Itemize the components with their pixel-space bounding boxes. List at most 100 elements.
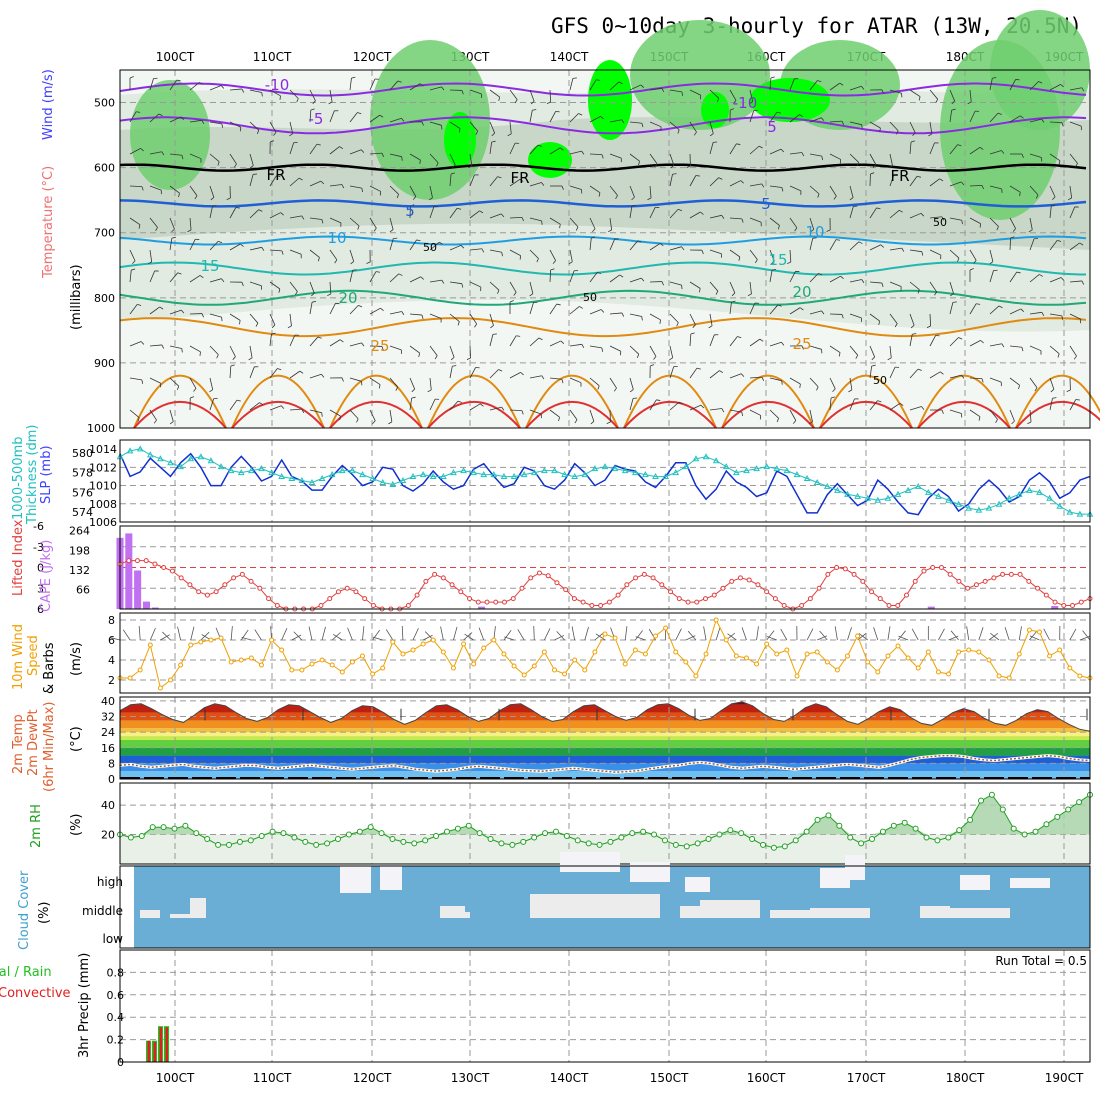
rh2m-marker	[236, 838, 243, 845]
wind-barb-flag	[468, 165, 473, 169]
wind-barb	[478, 627, 485, 641]
wind-barb-flag	[378, 384, 381, 389]
wind-barb	[129, 217, 141, 226]
wind-barb	[549, 89, 552, 103]
wind-barb-flag	[436, 162, 439, 167]
wind-barb	[756, 626, 759, 641]
wind-barb-flag	[457, 321, 460, 326]
wind-barb-flag	[561, 185, 564, 190]
rh2m-marker	[389, 835, 396, 842]
wind-barb	[149, 78, 154, 91]
wind-barb-flag	[218, 240, 223, 244]
li-marker	[921, 568, 927, 574]
li-marker	[956, 578, 962, 584]
li-marker	[834, 565, 840, 570]
x-tick-bottom: 120CT	[353, 1071, 392, 1085]
wind-barb	[909, 212, 922, 219]
wind-barb	[389, 409, 393, 422]
wind-barb-flag	[513, 292, 517, 296]
li-marker	[335, 589, 341, 595]
wind-barb-flag	[441, 86, 445, 91]
contour-label: 10	[327, 229, 346, 247]
cloud-middle	[770, 910, 810, 918]
contour-label: 15	[200, 257, 219, 275]
wind-barb-flag	[181, 309, 185, 314]
wind-barb-flag	[879, 127, 881, 133]
wind-barb-flag	[536, 258, 539, 263]
wind-barb-flag	[995, 419, 998, 423]
thickness-marker	[450, 469, 457, 476]
wind-barb-flag	[607, 229, 612, 233]
wind-ytick: 2	[108, 674, 115, 687]
wind-barb-flag	[356, 418, 359, 423]
wind-barb	[440, 626, 444, 641]
thickness-marker	[1056, 502, 1064, 509]
wind-barb	[449, 345, 455, 358]
wind-barb	[369, 114, 381, 123]
wind-barb	[849, 85, 862, 91]
wind-barb-flag	[818, 272, 823, 276]
cloud-middle	[950, 908, 1010, 918]
isotherm-35	[231, 400, 325, 429]
wind-barb-flag	[826, 229, 831, 232]
wind-barb-flag	[776, 111, 781, 114]
wind-barb	[249, 153, 254, 166]
thickness-marker	[409, 473, 417, 480]
wind-barb	[635, 636, 646, 641]
temp-frame	[119, 696, 1091, 780]
wind-barb	[709, 89, 720, 99]
wind-marker	[319, 657, 325, 663]
wind-barb	[649, 345, 657, 357]
wind-barb	[1069, 185, 1073, 198]
wind-barb-flag	[941, 409, 944, 414]
wind-barb	[289, 121, 294, 134]
wind-barb	[549, 269, 552, 283]
wind-barb-flag	[301, 408, 305, 413]
wind-ylabel-b: Speed	[26, 635, 41, 676]
li-marker	[764, 589, 770, 595]
wind-barb-flag	[1058, 160, 1061, 165]
wind-barb	[149, 627, 156, 641]
wind-barb	[249, 121, 260, 131]
thickness-marker	[642, 471, 649, 478]
wind-barb-flag	[239, 320, 241, 325]
wind-barb	[529, 217, 542, 222]
wind-barb	[533, 626, 535, 641]
thickness-marker	[793, 471, 801, 478]
wind-barb-flag	[951, 108, 956, 111]
wind-barb	[809, 377, 819, 388]
wind-barb	[169, 79, 178, 91]
wind-barb-flag	[709, 133, 714, 137]
wind-barb-flag	[1039, 274, 1043, 277]
wind-barb-flag	[912, 132, 916, 136]
precip-ylabel-a: Total / Rain	[0, 965, 52, 980]
wind-barb	[249, 209, 259, 219]
wind-barb	[949, 281, 954, 294]
rh2m-marker	[716, 831, 723, 838]
wind-marker	[925, 649, 931, 655]
wind-barb-flag	[541, 182, 545, 186]
rh2m-marker	[345, 831, 352, 838]
wind-barb-flag	[418, 352, 421, 358]
thickness-marker	[197, 453, 205, 460]
wind-barb	[589, 185, 601, 194]
wind-barb-flag	[736, 143, 741, 145]
wind-barb	[129, 111, 137, 123]
wind-barb	[749, 376, 762, 379]
wind-barb	[529, 375, 542, 379]
wind-barb	[429, 86, 442, 91]
wind-barb-flag	[199, 82, 203, 85]
wind-marker	[956, 649, 962, 655]
cape-ytick: 264	[69, 525, 90, 538]
wind-barb-flag	[258, 209, 263, 212]
thickness-marker	[551, 467, 558, 474]
thickness-marker	[1005, 494, 1013, 501]
temp-band	[120, 720, 1090, 729]
wind-barb-flag	[395, 387, 399, 391]
wind-barb	[849, 121, 862, 126]
li-marker	[405, 603, 411, 609]
rh-shade-mid	[630, 20, 770, 130]
wind-barb-flag	[581, 344, 585, 349]
wind-barb	[529, 89, 535, 102]
cloud-high	[845, 855, 865, 880]
